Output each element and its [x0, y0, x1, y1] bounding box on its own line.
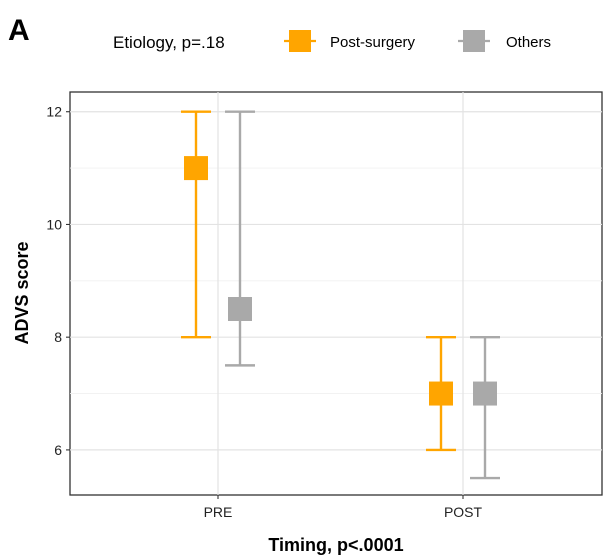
- y-tick-label: 10: [46, 216, 62, 232]
- series-post-surgery-point: [181, 110, 211, 339]
- y-tick-label: 12: [46, 104, 62, 120]
- y-axis-title: ADVS score: [12, 241, 32, 344]
- y-tick-label: 6: [54, 442, 62, 458]
- x-tick-label: PRE: [204, 504, 233, 520]
- point-marker: [429, 381, 453, 406]
- legend-item-others: Others: [458, 30, 551, 52]
- series-post-surgery-point: [426, 335, 456, 452]
- x-tick-label: POST: [444, 504, 483, 520]
- y-tick-label: 8: [54, 329, 62, 345]
- series-others-point: [470, 335, 500, 480]
- panel-label: A: [8, 14, 30, 47]
- legend-label: Post-surgery: [330, 34, 416, 51]
- point-marker: [473, 381, 497, 406]
- point-marker: [228, 297, 252, 321]
- legend-title: Etiology, p=.18: [113, 33, 225, 52]
- plot-panel: [69, 91, 603, 496]
- point-marker: [184, 156, 208, 181]
- legend-label: Others: [506, 34, 551, 51]
- legend: Etiology, p=.18 Post-surgery Others: [113, 30, 551, 52]
- x-axis-title: Timing, p<.0001: [268, 535, 403, 555]
- series-others-point: [225, 110, 255, 367]
- legend-item-post-surgery: Post-surgery: [284, 30, 416, 52]
- legend-key-marker: [463, 30, 485, 52]
- legend-key-marker: [289, 30, 311, 52]
